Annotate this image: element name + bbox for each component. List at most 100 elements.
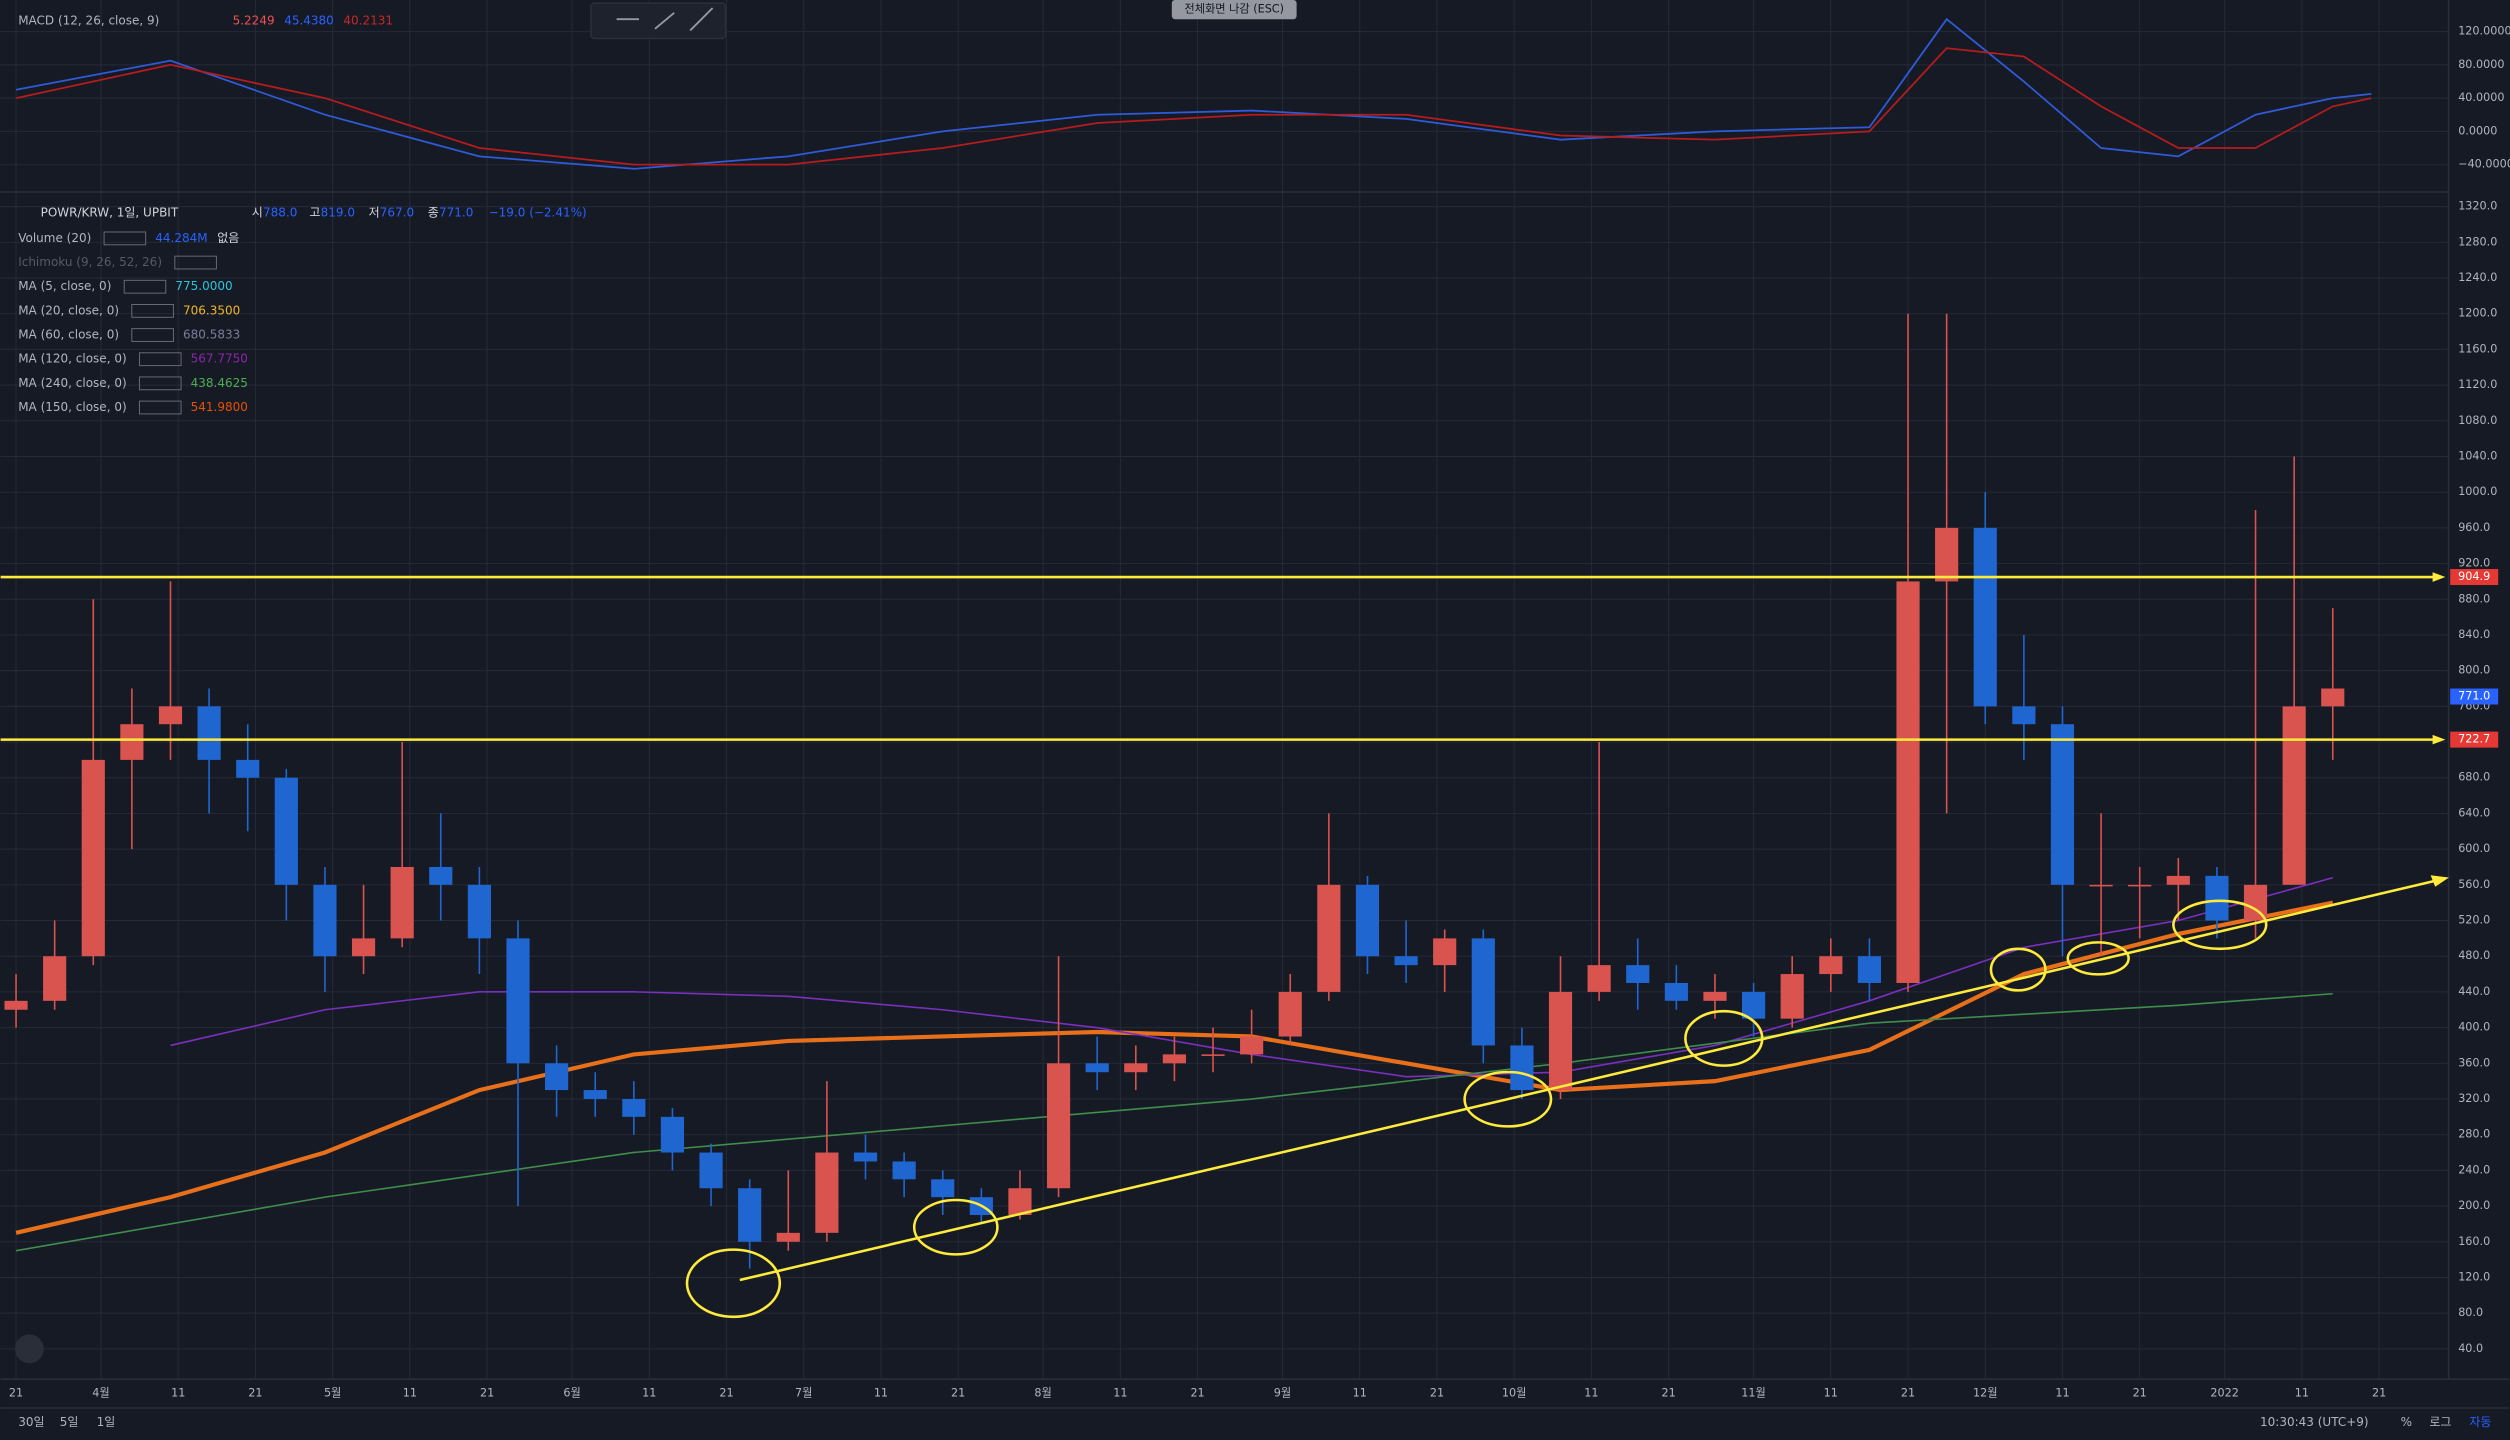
fullscreen-hint[interactable]: 전체화면 나감 (ESC) bbox=[1184, 3, 1284, 16]
candle-body bbox=[1278, 991, 1302, 1037]
change: −19.0 (−2.41%) bbox=[489, 205, 587, 219]
scale-option[interactable]: % bbox=[2401, 1415, 2412, 1429]
y-tick-label: 840.0 bbox=[2458, 628, 2490, 641]
candle-body bbox=[351, 938, 376, 957]
candle-body bbox=[1973, 527, 1997, 707]
x-tick-label: 11 bbox=[1353, 1387, 1367, 1400]
x-tick-label: 21 bbox=[9, 1387, 23, 1400]
range-button[interactable]: 5일 bbox=[60, 1415, 79, 1429]
y-tick-label: 360.0 bbox=[2458, 1056, 2490, 1069]
fullscreen-hint-box[interactable] bbox=[1171, 0, 1297, 20]
candle-body bbox=[1008, 1188, 1032, 1216]
candle-body bbox=[43, 956, 67, 1001]
x-tick-label: 11 bbox=[642, 1387, 656, 1400]
indicator-value: 775.0000 bbox=[175, 279, 232, 293]
y-tick-label: 1000.0 bbox=[2458, 485, 2497, 498]
candle-body bbox=[158, 706, 183, 725]
plot bbox=[0, 17, 2446, 1269]
indicator-controls[interactable] bbox=[138, 352, 182, 367]
y-tick-label: 800.0 bbox=[2458, 664, 2490, 677]
candle-body bbox=[1857, 956, 1882, 983]
circle bbox=[912, 1198, 999, 1256]
candle-body bbox=[1433, 938, 1457, 966]
x-tick-label: 11 bbox=[1824, 1387, 1838, 1400]
candle-body bbox=[1317, 884, 1341, 992]
candle-body bbox=[776, 1232, 800, 1242]
x-tick-label: 21 bbox=[1662, 1387, 1676, 1400]
indicator-value: 541.9800 bbox=[191, 400, 248, 414]
y-tick-label: 520.0 bbox=[2458, 914, 2490, 927]
indicator-value: 680.5833 bbox=[183, 328, 240, 342]
y-tick-label: 480.0 bbox=[2458, 949, 2490, 962]
candle-body bbox=[506, 938, 530, 1064]
y-tick-label: 280.0 bbox=[2458, 1128, 2490, 1141]
candle-body bbox=[1240, 1036, 1264, 1055]
candle-body bbox=[1124, 1063, 1148, 1073]
x-tick-label: 4월 bbox=[92, 1387, 109, 1400]
x-tick-label: 8월 bbox=[1034, 1387, 1051, 1400]
range-button[interactable]: 1일 bbox=[97, 1415, 116, 1429]
y-tick-label: 1080.0 bbox=[2458, 414, 2497, 427]
candle-body bbox=[197, 706, 221, 760]
scale-option[interactable]: 로그 bbox=[2429, 1415, 2451, 1429]
ohlc-label: 저 bbox=[369, 205, 380, 219]
candle-body bbox=[390, 866, 414, 939]
y-tick-label: 440.0 bbox=[2458, 985, 2490, 998]
indicator-controls[interactable] bbox=[138, 376, 182, 391]
candle-body bbox=[738, 1188, 762, 1242]
indicator-value: 45.4380 bbox=[284, 13, 334, 27]
y-tick-label: 40.0000 bbox=[2458, 91, 2504, 104]
y-tick-label: 1240.0 bbox=[2458, 271, 2497, 284]
candle-body bbox=[120, 724, 144, 760]
candle-body bbox=[2166, 875, 2190, 885]
circle bbox=[1684, 1009, 1764, 1067]
x-tick-label: 11월 bbox=[1741, 1387, 1766, 1400]
macd-line bbox=[15, 47, 2372, 166]
indicator-controls[interactable] bbox=[174, 255, 217, 270]
candle-body bbox=[2128, 884, 2152, 887]
toolbar-icons[interactable] bbox=[616, 7, 714, 32]
trend-arrow bbox=[2430, 875, 2449, 887]
candle-body bbox=[892, 1161, 916, 1180]
indicator-controls[interactable] bbox=[123, 279, 167, 294]
x-tick-label: 2022 bbox=[2210, 1387, 2238, 1400]
candle-body bbox=[313, 884, 337, 957]
x-tick-label: 10월 bbox=[1502, 1387, 1527, 1400]
candle-body bbox=[2282, 706, 2306, 885]
indicator-controls[interactable] bbox=[131, 328, 174, 342]
x-tick-label: 12월 bbox=[1973, 1387, 1998, 1400]
x-tick-label: 21 bbox=[1901, 1387, 1915, 1400]
range-button[interactable]: 30일 bbox=[18, 1415, 44, 1429]
y-tick-label: 120.0000 bbox=[2458, 25, 2510, 38]
y-tick-label: 120.0 bbox=[2458, 1270, 2490, 1283]
candle-body bbox=[1471, 938, 1495, 1046]
y-tick-label: −40.0000 bbox=[2458, 158, 2510, 171]
circle bbox=[685, 1248, 782, 1319]
price-tag bbox=[2450, 688, 2499, 705]
indicator-controls[interactable] bbox=[103, 231, 147, 246]
toolbar-box bbox=[590, 2, 727, 40]
drawing-toolbar bbox=[590, 2, 727, 40]
candle-body bbox=[622, 1098, 646, 1117]
indicator-label: Volume (20) bbox=[18, 231, 91, 245]
line-arrow bbox=[2432, 572, 2446, 582]
y-tick-label: 200.0 bbox=[2458, 1199, 2490, 1212]
candle-body bbox=[81, 759, 105, 957]
circle bbox=[1989, 947, 2047, 992]
candle-body bbox=[1085, 1063, 1109, 1073]
y-tick-label: 80.0000 bbox=[2458, 58, 2504, 71]
indicator-value: 44.284M bbox=[155, 231, 207, 245]
indicator-controls[interactable] bbox=[138, 400, 182, 415]
x-tick-label: 21 bbox=[951, 1387, 965, 1400]
x-tick-label: 9월 bbox=[1274, 1387, 1291, 1400]
indicator-controls[interactable] bbox=[131, 304, 174, 318]
x-tick-label: 21 bbox=[2133, 1387, 2147, 1400]
y-tick-label: 960.0 bbox=[2458, 521, 2490, 534]
candle-body bbox=[1587, 965, 1611, 992]
candle-body bbox=[1742, 991, 1766, 1019]
price-tag bbox=[2450, 569, 2499, 586]
clock: 10:30:43 (UTC+9) bbox=[2260, 1415, 2369, 1429]
ohlc-value: 771.0 bbox=[439, 205, 473, 219]
candle-body bbox=[1703, 991, 1727, 1001]
scale-option[interactable]: 자동 bbox=[2469, 1415, 2491, 1429]
